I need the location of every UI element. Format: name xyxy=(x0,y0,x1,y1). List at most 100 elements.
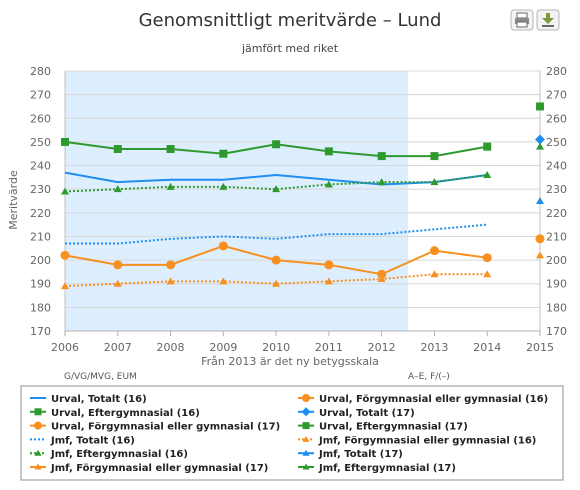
series-markers xyxy=(60,102,545,290)
data-point xyxy=(536,102,544,111)
legend-item: Jmf, Totalt (17) xyxy=(298,449,403,460)
y-tick-label-left: 260 xyxy=(30,112,51,125)
y-axis-left: 170 180 190 200 210 220 230 240 250 260 270 280 xyxy=(30,65,51,338)
y-tick-label-left: 230 xyxy=(30,183,51,196)
data-point xyxy=(483,142,492,151)
data-point xyxy=(219,182,228,190)
legend: Urval, Totalt (16) Urval, Eftergymnasial … xyxy=(30,394,548,474)
data-point xyxy=(430,178,439,186)
x-tick-label: 2015 xyxy=(526,341,554,354)
y-tick-label-right: 190 xyxy=(546,278,567,291)
data-point xyxy=(535,234,545,244)
y-tick-label-left: 210 xyxy=(30,230,51,243)
legend-label: Jmf, Eftergymnasial (16) xyxy=(50,449,188,460)
y-tick-label-right: 280 xyxy=(546,65,567,78)
legend-item: Urval, Totalt (16) xyxy=(30,394,147,405)
data-point xyxy=(61,137,69,146)
y-tick-label-left: 220 xyxy=(30,207,51,220)
y-tick-label-right: 260 xyxy=(546,112,567,125)
y-tick-label-right: 180 xyxy=(546,301,567,314)
data-point xyxy=(113,145,122,153)
print-button[interactable] xyxy=(510,9,534,31)
legend-label: Urval, Totalt (16) xyxy=(51,394,147,405)
data-point xyxy=(536,197,544,204)
data-point xyxy=(430,152,439,161)
x-tick-label: 2007 xyxy=(104,341,132,354)
legend-item: Jmf, Förgymnasial eller gymnasial (17) xyxy=(30,463,268,474)
legend-swatch-marker xyxy=(302,394,310,402)
data-point xyxy=(535,134,545,145)
data-point xyxy=(61,282,69,290)
x-tick-label: 2009 xyxy=(209,341,237,354)
scale-note-new: A–E, F/(–) xyxy=(408,372,450,382)
legend-label: Jmf, Förgymnasial eller gymnasial (17) xyxy=(50,463,268,474)
legend-swatch-marker xyxy=(34,449,42,456)
y-tick-label-right: 250 xyxy=(546,136,567,149)
x-tick-label: 2012 xyxy=(368,341,396,354)
series-line xyxy=(64,273,488,288)
legend-swatch-marker xyxy=(302,449,310,456)
legend-box xyxy=(20,385,564,481)
data-point xyxy=(113,279,122,287)
data-point xyxy=(271,255,281,265)
data-point xyxy=(166,182,175,190)
legend-label: Jmf, Totalt (17) xyxy=(318,449,403,460)
download-button[interactable] xyxy=(536,9,560,31)
data-point xyxy=(483,270,492,278)
data-point xyxy=(324,147,333,156)
data-point xyxy=(324,277,333,285)
x-tick-label: 2010 xyxy=(262,341,290,354)
legend-item: Urval, Förgymnasial eller gymnasial (17) xyxy=(30,421,280,433)
y-tick-label-right: 210 xyxy=(546,230,567,243)
download-icon xyxy=(542,13,554,27)
y-tick-label-right: 270 xyxy=(546,89,567,102)
scale-note-old: G/VG/MVG, EUM xyxy=(64,372,137,382)
data-point xyxy=(536,251,544,259)
data-point xyxy=(61,187,69,195)
data-point xyxy=(218,241,228,251)
x-tick-label: 2014 xyxy=(473,341,501,354)
data-point xyxy=(113,185,122,193)
legend-swatch-marker xyxy=(34,421,42,430)
y-tick-label-left: 190 xyxy=(30,278,51,291)
legend-item: Jmf, Totalt (16) xyxy=(30,435,135,446)
legend-swatch-marker xyxy=(301,407,311,417)
x-tick-label: 2011 xyxy=(315,341,343,354)
legend-label: Urval, Eftergymnasial (17) xyxy=(319,422,468,433)
data-point xyxy=(60,250,70,260)
series-line xyxy=(65,223,488,245)
data-point xyxy=(166,277,175,285)
y-tick-label-left: 250 xyxy=(30,136,51,149)
data-point xyxy=(324,260,334,270)
y-tick-label-left: 270 xyxy=(30,89,51,102)
x-tick-label: 2006 xyxy=(51,341,79,354)
legend-label: Urval, Eftergymnasial (16) xyxy=(51,408,200,419)
y-tick-label-left: 240 xyxy=(30,160,51,173)
legend-item: Jmf, Förgymnasial eller gymnasial (16) xyxy=(298,435,536,446)
data-point xyxy=(166,145,175,153)
data-point xyxy=(377,275,386,282)
legend-swatch-marker xyxy=(34,408,42,416)
y-tick-label-left: 200 xyxy=(30,254,51,267)
legend-swatch-marker xyxy=(34,463,42,470)
data-point xyxy=(536,142,544,150)
legend-swatch-marker xyxy=(302,422,310,430)
data-point xyxy=(166,260,176,270)
legend-swatch-marker xyxy=(302,463,310,470)
data-point xyxy=(377,269,387,279)
legend-label: Urval, Totalt (17) xyxy=(319,408,415,419)
legend-item: Urval, Förgymnasial eller gymnasial (16) xyxy=(298,394,548,405)
x-tick-label: 2008 xyxy=(157,341,185,354)
y-tick-label-right: 230 xyxy=(546,183,567,196)
legend-label: Jmf, Totalt (16) xyxy=(50,435,135,446)
data-point xyxy=(482,253,492,263)
data-point xyxy=(430,270,439,278)
y-tick-label-left: 170 xyxy=(30,325,51,338)
old-grading-scale-band xyxy=(65,71,409,331)
x-axis-title: Från 2013 är det ny betygsskala xyxy=(201,355,379,368)
legend-label: Urval, Förgymnasial eller gymnasial (16) xyxy=(319,394,548,405)
data-point xyxy=(219,277,228,285)
y-tick-label-right: 170 xyxy=(546,325,567,338)
y-tick-label-left: 180 xyxy=(30,301,51,314)
y-axis-title: Meritvärde xyxy=(7,170,20,230)
